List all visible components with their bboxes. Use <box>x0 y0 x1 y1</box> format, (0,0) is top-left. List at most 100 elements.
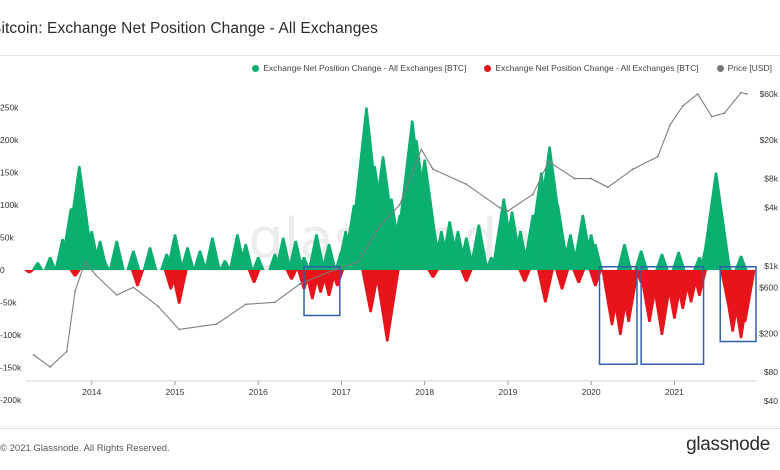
outflow-bar <box>23 270 35 274</box>
y-tick-label-right: $20k <box>760 135 779 145</box>
inflow-bar <box>218 260 231 270</box>
inflow-bar <box>469 224 489 270</box>
y-tick-label-left: 50k <box>0 233 14 243</box>
price-point <box>332 269 335 272</box>
copyright-text: © 2021 Glassnode. All Rights Reserved. <box>0 443 170 454</box>
x-tick-label: 2017 <box>332 387 351 397</box>
y-tick-label-right: $80 <box>764 367 778 377</box>
price-point <box>740 91 742 94</box>
price-point <box>32 353 35 356</box>
legend-dot-gray-icon <box>716 64 724 72</box>
legend-item-inflow[interactable]: Exchange Net Position Change - All Excha… <box>252 63 466 73</box>
outflow-bar <box>170 270 188 304</box>
inflow-bar <box>457 237 475 270</box>
y-tick-label-left: -200k <box>0 395 22 405</box>
price-point <box>465 183 468 186</box>
header-divider <box>0 55 780 56</box>
x-tick-label: 2020 <box>582 387 601 397</box>
inflow-bar <box>274 237 292 270</box>
inflow-bar <box>142 247 158 270</box>
price-point <box>606 186 609 189</box>
y-tick-label-right: $600 <box>759 282 778 292</box>
price-point <box>547 160 550 163</box>
inflow-bar <box>321 244 337 270</box>
chart-area: glassnode 250k200k150k100k50k0-50k-100k-… <box>0 89 779 406</box>
x-tick-label: 2015 <box>166 387 185 397</box>
outflow-bar <box>588 270 603 287</box>
outflow-bar <box>555 270 570 290</box>
legend-label: Exchange Net Position Change - All Excha… <box>495 63 699 73</box>
price-point <box>681 105 684 107</box>
legend-item-outflow[interactable]: Exchange Net Position Change - All Excha… <box>484 63 699 73</box>
price-point <box>573 177 576 180</box>
y-tick-label-left: 200k <box>0 135 19 145</box>
chart-title: Bitcoin: Exchange Net Position Change - … <box>0 20 378 37</box>
inflow-bar <box>734 255 748 270</box>
price-point <box>178 328 181 331</box>
outflow-bar <box>330 270 344 287</box>
inflow-bar <box>238 244 254 270</box>
inflow-bar <box>98 260 111 270</box>
inflow-bar <box>634 250 649 270</box>
highlight-box <box>303 266 341 317</box>
inflow-bar <box>616 244 633 270</box>
outflow-bar <box>69 270 81 277</box>
y-tick-label-left: -150k <box>0 363 22 373</box>
price-point <box>273 301 276 304</box>
y-tick-label-right: $8k <box>764 174 778 184</box>
price-point <box>357 260 360 263</box>
outflow-bar <box>618 270 639 322</box>
price-point <box>215 323 218 325</box>
x-tick-label: 2014 <box>82 387 101 397</box>
price-point <box>115 294 118 296</box>
inflow-bar <box>108 240 125 270</box>
inflow-bar <box>192 250 207 270</box>
price-point <box>49 366 52 368</box>
price-point <box>723 112 726 115</box>
legend-item-price[interactable]: Price [USD] <box>716 63 772 73</box>
inflow-bar <box>251 257 265 270</box>
inflow-bar <box>43 257 57 270</box>
outflow-bar <box>285 270 298 280</box>
highlight-box <box>598 266 638 365</box>
y-tick-label-left: 150k <box>0 168 19 178</box>
price-point <box>507 210 509 212</box>
x-tick-label: 2016 <box>249 387 268 397</box>
y-tick-label-left: -50k <box>0 298 17 308</box>
price-point <box>378 226 380 229</box>
price-point <box>590 177 593 180</box>
outflow-bar <box>537 270 554 303</box>
inflow-bar <box>655 253 669 270</box>
price-point <box>420 148 423 151</box>
inflow-bar <box>180 247 195 270</box>
price-point <box>157 305 160 308</box>
price-point <box>244 303 247 306</box>
legend-dot-red-icon <box>484 64 492 72</box>
legend: Exchange Net Position Change - All Excha… <box>252 63 772 73</box>
inflow-bar <box>204 237 221 270</box>
x-tick-label: 2019 <box>498 387 517 397</box>
y-tick-label-left: -100k <box>0 330 22 340</box>
price-point <box>298 283 301 285</box>
outflow-bar <box>321 270 337 296</box>
price-point <box>669 123 672 126</box>
inflow-bar <box>287 240 304 270</box>
outflow-bar <box>374 270 400 342</box>
highlight-box <box>719 266 757 343</box>
price-point <box>498 206 501 209</box>
outflow-bar <box>361 270 380 313</box>
price-point <box>398 203 401 206</box>
outflow-bar <box>130 270 145 287</box>
price-point <box>631 168 634 171</box>
y-tick-label-right: $1k <box>764 261 778 271</box>
inflow-bar <box>31 262 44 270</box>
x-tick-label: 2018 <box>415 387 434 397</box>
inflow-bar <box>166 234 184 270</box>
y-tick-label-right: $60k <box>760 89 779 99</box>
price-point <box>84 260 86 263</box>
outflow-bar <box>518 270 531 282</box>
price-point <box>696 93 699 95</box>
brand-logo: glassnode <box>686 434 770 455</box>
inflow-bar <box>717 247 732 270</box>
price-point <box>74 290 77 292</box>
